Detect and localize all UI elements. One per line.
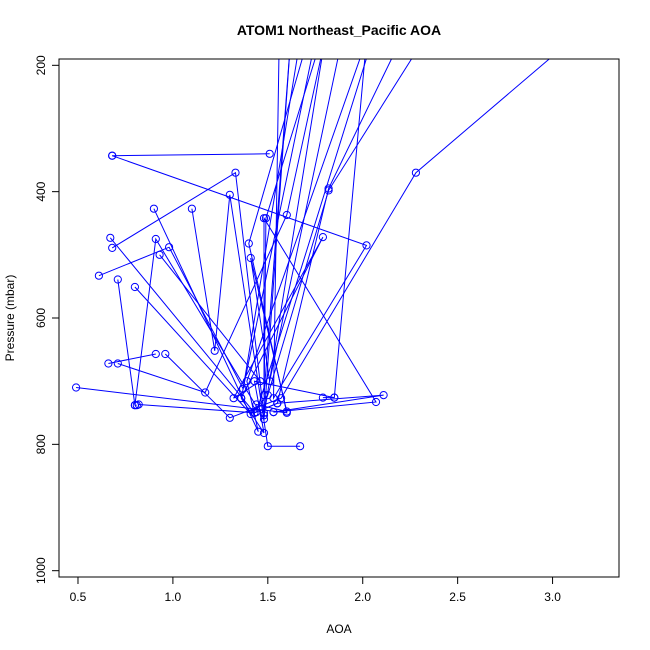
data-point-17-0 — [237, 394, 246, 403]
data-point-11-1 — [225, 413, 234, 422]
x-axis-label: AOA — [326, 622, 351, 636]
data-point-20-2 — [273, 399, 282, 408]
series-line-13 — [111, 59, 323, 416]
series-line-15 — [138, 59, 339, 414]
data-point-16-0 — [318, 393, 327, 402]
y-tick-label-2: 600 — [34, 308, 48, 328]
data-point-20-1 — [379, 391, 388, 400]
series-line-14 — [159, 59, 324, 399]
data-point-2-1 — [265, 149, 274, 158]
y-tick-label-3: 800 — [34, 434, 48, 454]
data-point-10-1 — [246, 409, 255, 419]
data-point-15-0 — [134, 400, 143, 409]
series-line-4 — [108, 353, 156, 364]
x-tick-label-3: 2.0 — [354, 590, 371, 604]
x-tick-label-5: 3.0 — [544, 590, 561, 604]
series-line-6 — [117, 59, 290, 421]
data-point-12-1 — [210, 346, 219, 355]
series-line-9 — [153, 59, 361, 432]
data-point-17-1 — [259, 428, 269, 438]
data-point-14-0 — [155, 250, 164, 259]
series-line-8 — [98, 59, 298, 391]
data-point-9-0 — [149, 204, 158, 213]
data-point-20-3 — [252, 408, 261, 417]
data-point-4-0 — [104, 359, 113, 368]
data-point-12-3 — [263, 442, 272, 451]
data-point-9-1 — [254, 427, 263, 436]
data-point-15-4 — [246, 253, 255, 263]
y-tick-label-0: 200 — [34, 55, 48, 75]
plot-frame — [58, 58, 620, 578]
x-tick-label-0: 0.5 — [70, 590, 87, 604]
data-point-13-0 — [108, 243, 117, 252]
series-line-19 — [263, 59, 377, 413]
x-tick-label-2: 1.5 — [259, 590, 276, 604]
series-line-18 — [263, 59, 316, 413]
y-tick-label-4: 1000 — [34, 557, 48, 584]
series-line-12 — [191, 194, 301, 447]
data-point-6-2 — [151, 234, 160, 244]
data-point-12-2 — [225, 190, 234, 199]
x-tick-label-1: 1.0 — [165, 590, 182, 604]
data-point-12-4 — [296, 442, 305, 451]
data-point-3-1 — [362, 241, 371, 250]
data-point-0-2 — [244, 239, 253, 248]
series-line-20 — [255, 59, 384, 413]
chart-title: ATOM1 Northeast_Pacific AOA — [237, 22, 441, 38]
series-line-17 — [240, 380, 335, 434]
data-point-6-0 — [113, 275, 122, 284]
data-point-11-3 — [411, 168, 420, 177]
data-point-11-0 — [161, 349, 170, 359]
data-point-19-1 — [371, 397, 381, 407]
data-point-14-3 — [318, 233, 327, 242]
data-point-12-0 — [187, 204, 196, 213]
series-line-11 — [164, 59, 550, 419]
y-axis-label: Pressure (mbar) — [3, 275, 17, 362]
series-line-2 — [112, 153, 270, 157]
data-point-3-0 — [108, 151, 117, 160]
data-point-4-1 — [151, 349, 160, 359]
data-point-0-0 — [72, 383, 81, 392]
series-line-3 — [112, 59, 368, 401]
data-point-1-0 — [106, 233, 115, 242]
data-point-8-1 — [165, 243, 174, 252]
data-point-5-0 — [113, 359, 122, 368]
data-point-5-2 — [282, 210, 291, 220]
data-point-17-3 — [330, 393, 339, 402]
data-point-10-0 — [130, 282, 139, 292]
data-point-13-1 — [231, 168, 240, 177]
data-point-20-0 — [269, 408, 278, 417]
data-point-8-0 — [94, 271, 104, 280]
x-tick-label-4: 2.5 — [449, 590, 466, 604]
series-layer — [72, 59, 550, 451]
data-point-19-2 — [259, 214, 269, 223]
data-point-19-3 — [259, 391, 269, 400]
data-point-5-1 — [201, 388, 210, 397]
data-point-17-2 — [250, 377, 259, 386]
series-line-0 — [76, 59, 303, 414]
y-tick-label-1: 400 — [34, 181, 48, 201]
